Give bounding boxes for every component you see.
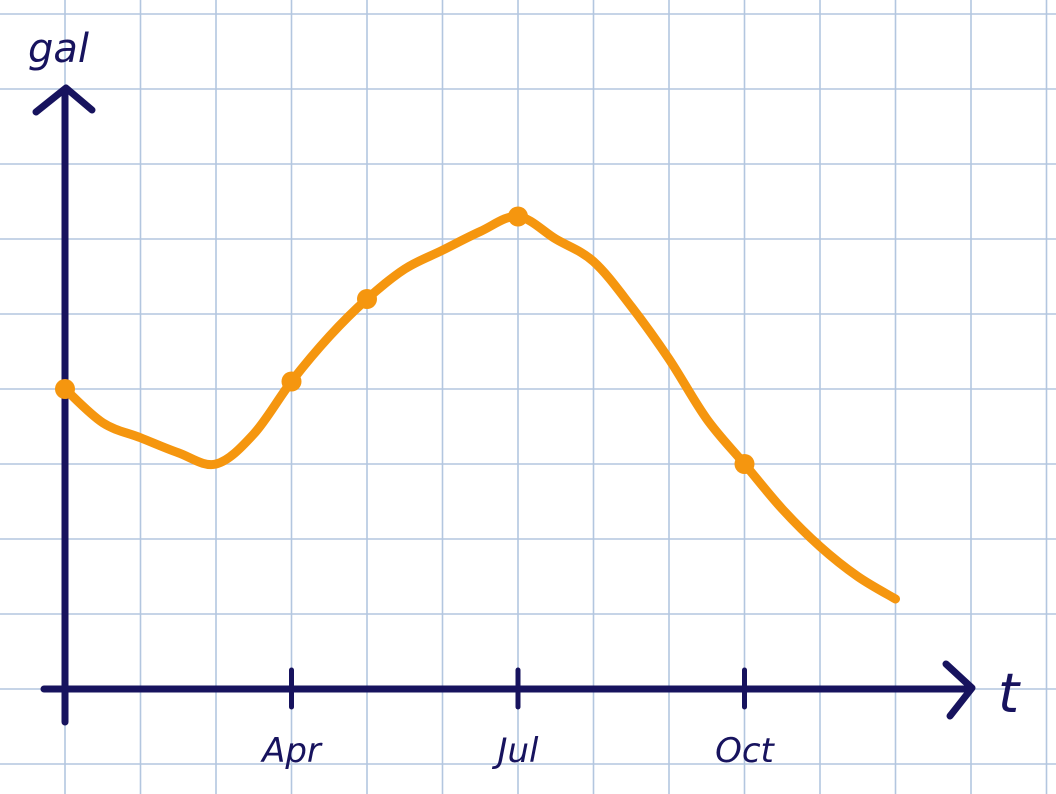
data-point (55, 379, 75, 399)
labels: gal t Apr Jul Oct (28, 26, 1021, 771)
x-tick-label: Jul (491, 731, 539, 771)
x-axis-label: t (998, 662, 1021, 725)
series-line (60, 211, 900, 604)
x-tick-label: Oct (715, 731, 775, 771)
y-axis-arrowhead (32, 84, 96, 116)
axes (32, 84, 976, 726)
y-axis-label: gal (28, 26, 89, 72)
data-point (734, 454, 755, 474)
x-axis-arrowhead (942, 660, 976, 720)
data-point (508, 206, 528, 227)
series-layer (55, 206, 900, 604)
data-point (281, 371, 302, 392)
data-point (357, 289, 377, 309)
x-tick-label: Apr (260, 731, 323, 771)
